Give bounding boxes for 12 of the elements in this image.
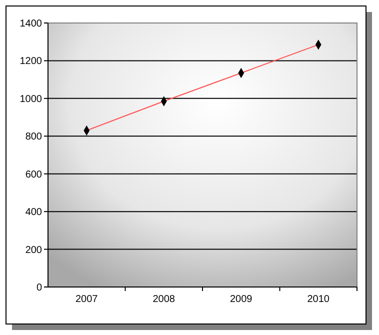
y-tick-label: 1200	[20, 56, 42, 68]
x-tick-label: 2008	[152, 294, 176, 305]
y-tick-label: 400	[25, 207, 42, 218]
x-tick-label: 2009	[230, 294, 253, 305]
y-tick-label: 200	[25, 244, 42, 256]
x-tick-label: 2010	[307, 294, 330, 305]
x-tick-label: 2007	[76, 294, 98, 305]
y-tick-label: 1400	[20, 18, 42, 30]
y-tick-label: 800	[25, 132, 42, 143]
y-tick-label: 600	[25, 169, 42, 180]
y-tick-label: 1000	[20, 94, 42, 105]
y-tick-label: 0	[36, 282, 42, 294]
